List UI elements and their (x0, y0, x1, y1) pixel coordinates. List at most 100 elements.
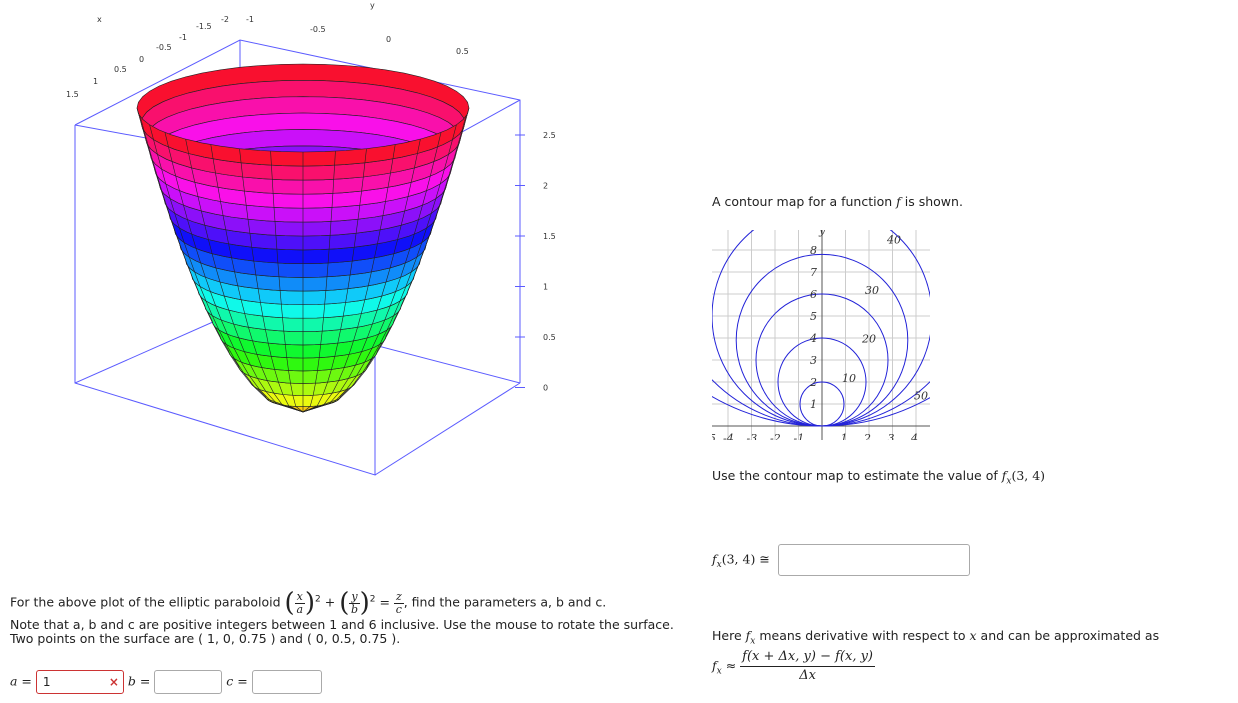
z-tick-label: 1 (543, 283, 548, 292)
math-args: (3, 4) (721, 551, 756, 567)
relation: ≈ (725, 658, 737, 673)
input-c[interactable] (251, 670, 322, 694)
error-mark: × (108, 675, 119, 689)
contour-line (712, 379, 930, 427)
answer-input[interactable] (777, 544, 970, 576)
surface-meridian (302, 132, 442, 413)
surface-meridian (302, 139, 421, 413)
surface-meridian (139, 116, 304, 413)
y-tick-label: 2 (809, 376, 817, 389)
x-tick-label: -0.5 (156, 43, 172, 52)
text: is shown. (904, 194, 963, 209)
input-a[interactable]: 1 × (35, 670, 124, 694)
note-text: Note that a, b and c are positive intege… (10, 617, 674, 632)
x-tick-label: 1.5 (66, 90, 79, 99)
subscript: x (750, 636, 756, 647)
x-tick-label: -4 (723, 432, 734, 442)
level-label: 10 (842, 372, 856, 385)
x-tick-label: -3 (747, 432, 758, 442)
denominator: b (350, 602, 358, 616)
relation: ≅ (759, 551, 770, 567)
question: Use the contour map to estimate the valu… (712, 468, 1045, 487)
problem-statement: For the above plot of the elliptic parab… (10, 588, 606, 618)
denominator: c (395, 602, 402, 616)
axis-label: y (370, 1, 375, 10)
y-tick-label: 5 (810, 310, 817, 323)
input-label: c = (226, 673, 248, 689)
x-tick-label: 1 (93, 77, 98, 86)
x-tick-label: 2 (863, 432, 871, 442)
x-tick-label: -2 (221, 15, 229, 24)
x-tick-label: 4 (910, 432, 918, 442)
contour-plot-area: y 1 2 3 4 5 6 7 8 5 -4 -3 -2 -1 1 2 3 4 10 20 30 40 50 (710, 228, 930, 442)
surface-plot[interactable]: x y 1.5 1 0.5 0 -0.5 -1 -1.5 -2 -1 -0.5 0 0.5 2.5 2 1.5 1… (0, 0, 600, 500)
contour-line (712, 395, 930, 427)
numerator: x (294, 589, 305, 604)
x-tick-label: -1 (794, 432, 805, 442)
x-tick-label: 5 (710, 432, 716, 442)
y-tick-label: -0.5 (310, 25, 326, 34)
math-var: f (745, 628, 751, 643)
fraction: f(x + Δx, y) − f(x, y) Δx (740, 648, 875, 685)
math-var: f (712, 658, 717, 673)
y-tick-label: -1 (246, 15, 254, 24)
text: Use the contour map to estimate the valu… (712, 468, 998, 483)
surface-meridian (270, 151, 304, 413)
subscript: x (716, 666, 722, 677)
paren: ( (339, 588, 350, 618)
level-label: 30 (865, 284, 879, 297)
y-tick-label: 4 (809, 332, 817, 345)
intro-end: , find the parameters a, b and c. (403, 594, 607, 610)
y-tick-label: 1 (810, 398, 817, 411)
exponent: 2 (315, 594, 321, 605)
denominator: a (296, 602, 304, 616)
approx-formula: fx ≈ f(x + Δx, y) − f(x, y) Δx (712, 648, 875, 685)
subscript: x (716, 560, 722, 570)
z-tick-label: 2 (543, 182, 548, 191)
surface-band (136, 107, 470, 167)
subscript: x (1006, 476, 1012, 487)
surface-meridian (302, 148, 367, 413)
surface-meridian (302, 124, 457, 413)
surface-meridian (302, 144, 396, 413)
input-label: a = (10, 673, 32, 689)
surface-meridian (149, 124, 304, 413)
text: and can be approximated as (980, 628, 1160, 643)
z-tick-label: 0.5 (543, 333, 556, 342)
y-tick-label: 7 (810, 266, 817, 279)
x-tick-label: -1.5 (196, 22, 212, 31)
numerator: z (393, 589, 404, 604)
surface-meridian (164, 132, 304, 413)
paraboloid-surface (136, 63, 470, 413)
axis-label: y (818, 228, 826, 237)
denominator: Δx (799, 668, 816, 683)
paren: ) (359, 588, 370, 618)
operator: = (379, 594, 390, 610)
input-b[interactable] (154, 670, 223, 694)
x-tick-label: 3 (888, 432, 895, 442)
contour-intro: A contour map for a function f is shown. (712, 194, 963, 209)
text: Here (712, 628, 742, 643)
text: means derivative with respect to (759, 628, 966, 643)
level-label: 20 (861, 332, 876, 345)
x-tick-label: -2 (770, 432, 781, 442)
math-var: x (969, 628, 977, 643)
numerator: f(x + Δx, y) − f(x, y) (740, 648, 875, 667)
math-var: f (896, 194, 901, 209)
x-tick-label: 1 (841, 432, 848, 442)
surface-meridian (210, 144, 304, 413)
z-tick-label: 2.5 (543, 131, 556, 140)
surface-meridian (185, 139, 304, 413)
points-text: Two points on the surface are ( 1, 0, 0.… (10, 631, 401, 646)
x-tick-label: -1 (179, 33, 187, 42)
explanation: Here fx means derivative with respect to… (712, 628, 1159, 647)
y-tick-label: 0.5 (456, 47, 469, 56)
y-tick-label: 6 (810, 288, 817, 301)
contour-map[interactable]: y 1 2 3 4 5 6 7 8 5 -4 -3 -2 -1 1 2 3 4 10 20 30 40 50 (710, 228, 932, 442)
answer-line: fx(3, 4) ≅ (712, 544, 970, 576)
math-args: (3, 4) (1011, 468, 1046, 483)
level-label: 50 (914, 390, 928, 403)
